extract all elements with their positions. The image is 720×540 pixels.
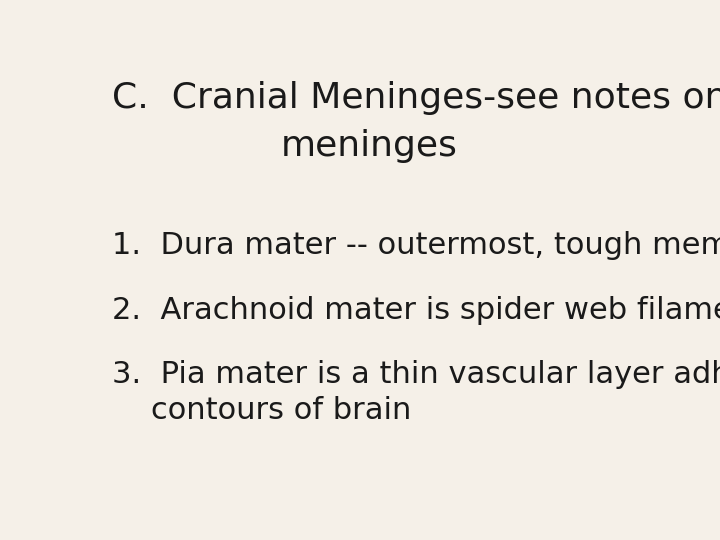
Text: 3.  Pia mater is a thin vascular layer adherent to
    contours of brain: 3. Pia mater is a thin vascular layer ad… [112, 360, 720, 425]
Text: 1.  Dura mater -- outermost, tough membrane: 1. Dura mater -- outermost, tough membra… [112, 231, 720, 260]
Text: meninges: meninges [281, 129, 457, 163]
Text: C.  Cranial Meninges-see notes on spinal: C. Cranial Meninges-see notes on spinal [112, 82, 720, 116]
Text: 2.  Arachnoid mater is spider web filamentous layer: 2. Arachnoid mater is spider web filamen… [112, 295, 720, 325]
